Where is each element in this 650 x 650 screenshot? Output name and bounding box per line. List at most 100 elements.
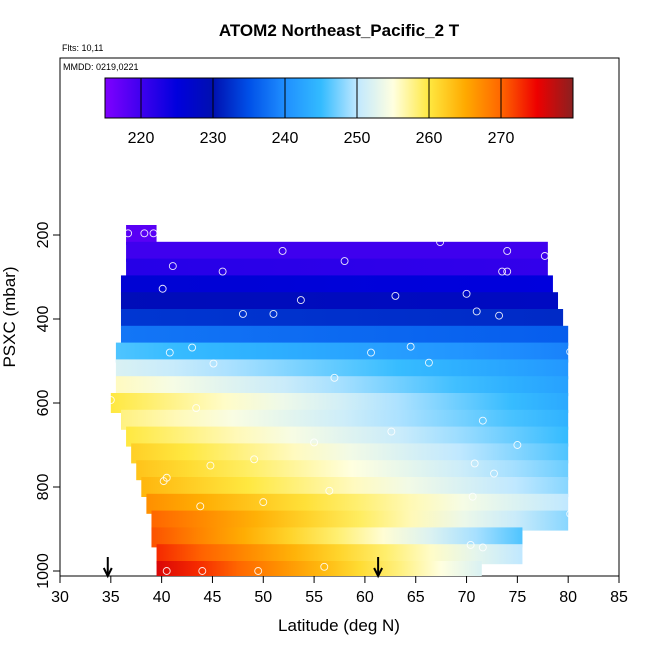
observation-point: [188, 343, 197, 352]
observation-point: [466, 541, 475, 549]
colorbar-tick-label: 260: [416, 130, 443, 147]
y-axis-label: PSXC (mbar): [0, 266, 19, 367]
observation-point: [198, 567, 207, 575]
observation-point: [340, 257, 349, 265]
x-tick-label: 65: [407, 589, 425, 606]
observation-point: [330, 373, 339, 382]
heatmap-row: [151, 527, 523, 548]
heatmap-row: [156, 561, 482, 576]
observation-point: [238, 310, 247, 318]
observation-point: [436, 238, 445, 247]
observation-point: [296, 296, 305, 305]
y-tick-label: 1000: [35, 553, 52, 589]
colorbar: 220 230 240 250 260 270: [104, 77, 574, 147]
heatmap-row: [126, 241, 548, 262]
heatmap: [110, 225, 569, 576]
observation-point: [106, 396, 115, 405]
observation-point: [470, 459, 479, 468]
observation-point: [566, 509, 575, 518]
heatmap-row: [141, 477, 569, 497]
observation-point: [490, 469, 498, 478]
observation-point: [472, 307, 481, 316]
observation-point: [566, 347, 575, 356]
chart-title: ATOM2 Northeast_Pacific_2 T: [219, 21, 460, 40]
observation-point: [406, 342, 415, 351]
observation-point: [468, 492, 477, 501]
heatmap-row: [120, 275, 553, 296]
observation-point: [325, 486, 334, 495]
heatmap-row: [110, 393, 569, 413]
x-tick-label: 40: [153, 589, 171, 606]
y-axis: 200 400 600 800 1000: [35, 222, 60, 589]
heatmap-row: [115, 359, 569, 380]
colorbar-tick-label: 250: [344, 130, 371, 147]
colorbar-ticks: 220 230 240 250 260 270: [128, 78, 515, 147]
colorbar-gradient: [104, 77, 574, 119]
observation-point: [278, 247, 287, 255]
flight-markers: [102, 557, 384, 579]
heatmap-row: [120, 325, 569, 346]
observation-point: [250, 455, 259, 464]
x-tick-label: 85: [610, 589, 628, 606]
observation-point: [424, 358, 433, 367]
x-axis: 30 35 40 45 50 55 60 65 70 75 80 85: [51, 576, 628, 606]
dates-label: MMDD: 0219,0221: [63, 62, 139, 72]
observation-point: [192, 404, 201, 412]
observation-point: [218, 267, 227, 276]
flight-marker-head: [102, 567, 113, 579]
observation-point: [254, 567, 263, 575]
heatmap-row: [115, 342, 569, 363]
x-tick-label: 55: [305, 589, 323, 606]
x-tick-label: 80: [559, 589, 577, 606]
flight-marker-head: [373, 567, 384, 579]
observation-point: [196, 502, 205, 511]
heatmap-row: [120, 309, 564, 329]
observation-point: [310, 438, 319, 447]
observation-point: [149, 229, 158, 238]
plot-area: MMDD: 0219,0221: [59, 57, 620, 579]
x-tick-label: 30: [51, 589, 69, 606]
colorbar-tick-label: 230: [200, 130, 227, 147]
observation-point: [140, 229, 149, 238]
observation-point: [387, 427, 396, 436]
observation-point: [367, 348, 375, 357]
observation-point: [269, 310, 278, 318]
observation-point: [320, 562, 329, 571]
observation-point: [159, 477, 168, 486]
y-tick-label: 400: [35, 306, 52, 333]
observation-point: [124, 229, 133, 238]
observation-point: [498, 267, 507, 276]
observation-point: [540, 252, 549, 260]
observation-point: [513, 441, 522, 449]
heatmap-row: [126, 258, 548, 279]
observation-point: [165, 348, 174, 357]
colorbar-tick-label: 270: [488, 130, 515, 147]
observation-point: [158, 284, 167, 293]
flights-label: Flts: 10,11: [62, 43, 103, 53]
observation-point: [168, 262, 177, 271]
observation-point: [503, 267, 512, 276]
observation-point: [503, 247, 512, 255]
observation-point: [209, 359, 218, 368]
heatmap-row: [120, 292, 559, 313]
observation-points: [106, 229, 575, 575]
heatmap-row: [136, 460, 569, 481]
heatmap-row: [120, 409, 569, 430]
observation-point: [478, 416, 487, 425]
colorbar-tick-label: 220: [128, 130, 155, 147]
observation-point: [391, 291, 400, 300]
y-tick-label: 800: [35, 474, 52, 501]
x-tick-label: 70: [458, 589, 476, 606]
x-tick-label: 45: [204, 589, 222, 606]
observation-point: [495, 311, 504, 320]
observation-point: [462, 289, 471, 298]
observation-point: [162, 567, 171, 575]
heatmap-row: [146, 493, 569, 514]
observation-point: [259, 498, 268, 507]
heatmap-row: [115, 376, 569, 397]
x-tick-label: 50: [254, 589, 272, 606]
x-axis-label: Latitude (deg N): [278, 616, 400, 635]
heatmap-row: [131, 443, 569, 464]
observation-point: [478, 543, 487, 552]
